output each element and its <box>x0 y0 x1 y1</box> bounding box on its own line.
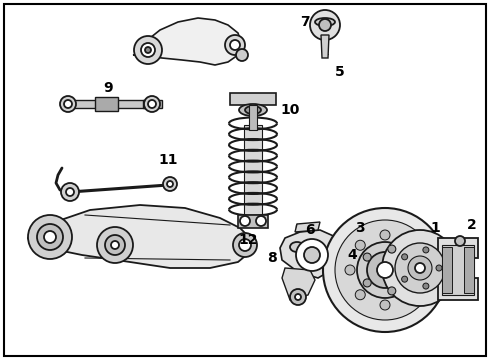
Circle shape <box>388 287 396 295</box>
Circle shape <box>402 276 408 282</box>
Circle shape <box>363 279 371 287</box>
Circle shape <box>377 262 393 278</box>
Circle shape <box>163 177 177 191</box>
Circle shape <box>240 216 250 226</box>
Polygon shape <box>464 247 474 293</box>
Ellipse shape <box>288 248 306 256</box>
Text: 4: 4 <box>347 248 357 262</box>
Text: 9: 9 <box>103 81 113 95</box>
Circle shape <box>367 252 403 288</box>
Polygon shape <box>321 35 329 58</box>
Text: 3: 3 <box>355 221 365 235</box>
Polygon shape <box>282 268 315 300</box>
Polygon shape <box>442 245 474 295</box>
Polygon shape <box>133 18 242 65</box>
Circle shape <box>395 243 445 293</box>
Circle shape <box>405 240 415 250</box>
Circle shape <box>355 290 365 300</box>
Circle shape <box>382 230 458 306</box>
Circle shape <box>403 266 411 274</box>
Circle shape <box>357 242 413 298</box>
Text: 8: 8 <box>267 251 277 265</box>
Polygon shape <box>442 247 452 293</box>
Circle shape <box>423 247 429 253</box>
Ellipse shape <box>290 242 304 252</box>
Text: 5: 5 <box>335 65 345 79</box>
Polygon shape <box>28 205 252 268</box>
Circle shape <box>233 233 257 257</box>
Polygon shape <box>295 222 320 232</box>
Text: 7: 7 <box>300 15 310 29</box>
Circle shape <box>97 227 133 263</box>
Circle shape <box>60 96 76 112</box>
Circle shape <box>230 40 240 50</box>
Circle shape <box>134 36 162 64</box>
Circle shape <box>388 245 396 253</box>
Polygon shape <box>280 230 342 278</box>
Circle shape <box>141 43 155 57</box>
Text: 12: 12 <box>238 233 258 247</box>
Circle shape <box>37 224 63 250</box>
Circle shape <box>380 230 390 240</box>
Circle shape <box>64 100 72 108</box>
Circle shape <box>335 220 435 320</box>
Circle shape <box>167 181 173 187</box>
Circle shape <box>436 265 442 271</box>
Circle shape <box>145 47 151 53</box>
Polygon shape <box>68 100 145 108</box>
Circle shape <box>323 208 447 332</box>
Circle shape <box>402 254 408 260</box>
Ellipse shape <box>239 104 267 116</box>
Circle shape <box>363 253 371 261</box>
Circle shape <box>66 188 74 196</box>
Circle shape <box>236 49 248 61</box>
Circle shape <box>148 100 156 108</box>
Circle shape <box>408 256 432 280</box>
Circle shape <box>44 231 56 243</box>
Circle shape <box>423 283 429 289</box>
Polygon shape <box>230 93 276 105</box>
Circle shape <box>345 265 355 275</box>
Polygon shape <box>143 100 162 108</box>
Circle shape <box>290 289 306 305</box>
Circle shape <box>310 10 340 40</box>
Ellipse shape <box>315 18 335 26</box>
Circle shape <box>105 235 125 255</box>
Circle shape <box>380 300 390 310</box>
Circle shape <box>295 294 301 300</box>
Polygon shape <box>95 97 118 111</box>
Text: 10: 10 <box>280 103 300 117</box>
Text: 6: 6 <box>305 223 315 237</box>
Circle shape <box>415 265 425 275</box>
Text: 1: 1 <box>430 221 440 235</box>
Text: 2: 2 <box>467 218 477 232</box>
Circle shape <box>319 19 331 31</box>
Circle shape <box>355 240 365 250</box>
Ellipse shape <box>245 106 261 114</box>
Circle shape <box>304 247 320 263</box>
Circle shape <box>415 263 425 273</box>
Circle shape <box>239 239 251 251</box>
Circle shape <box>405 290 415 300</box>
Polygon shape <box>244 125 262 218</box>
Circle shape <box>61 183 79 201</box>
Circle shape <box>296 239 328 271</box>
Circle shape <box>144 96 160 112</box>
Circle shape <box>28 215 72 259</box>
Circle shape <box>256 216 266 226</box>
Polygon shape <box>249 105 257 130</box>
Circle shape <box>225 35 245 55</box>
Circle shape <box>455 236 465 246</box>
Circle shape <box>111 241 119 249</box>
Polygon shape <box>438 238 478 300</box>
Polygon shape <box>238 215 268 228</box>
Text: 11: 11 <box>158 153 178 167</box>
